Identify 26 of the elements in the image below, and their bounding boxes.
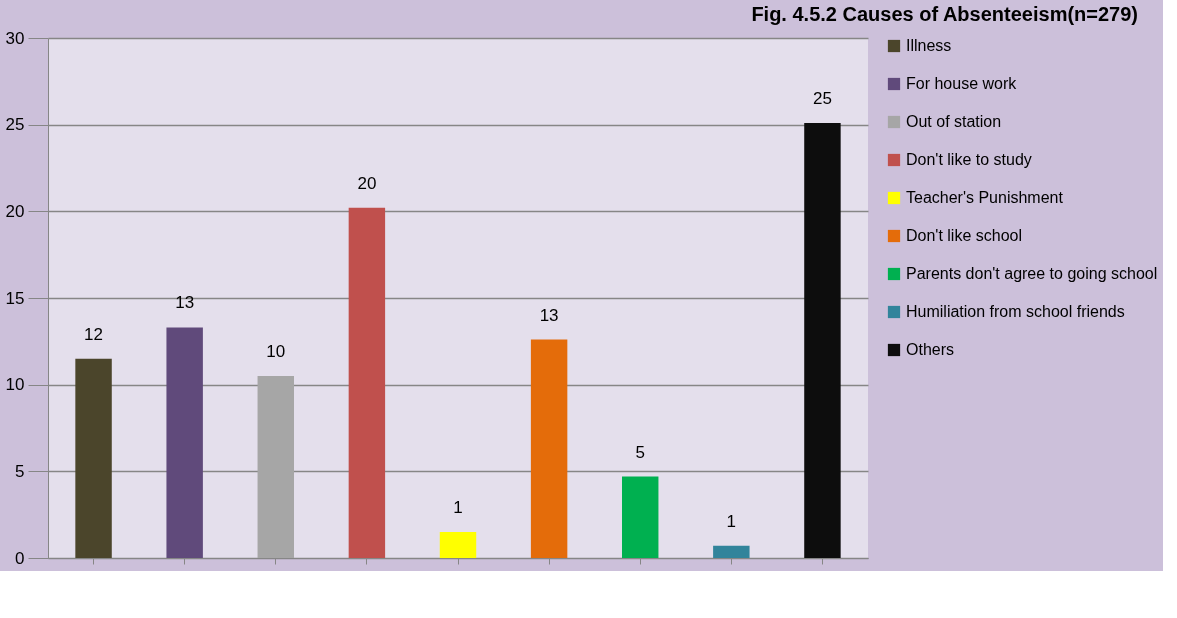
legend-label: Don't like to study: [906, 151, 1032, 168]
data-label: 1: [453, 498, 463, 517]
data-label: 13: [175, 293, 195, 313]
legend-label: Illness: [906, 37, 952, 54]
data-label: 13: [539, 305, 559, 325]
legend-label: Humiliation from school friends: [906, 303, 1125, 320]
y-tick-label: 20: [5, 201, 25, 221]
data-label: 20: [357, 173, 377, 193]
legend-label: Out of station: [906, 113, 1002, 130]
data-label: 12: [84, 324, 104, 344]
legend-label: Don't like school: [906, 227, 1022, 244]
y-tick-label: 30: [5, 28, 25, 48]
legend-label: For house work: [906, 75, 1018, 92]
data-label: 1: [726, 511, 737, 531]
data-label: 10: [266, 342, 286, 361]
text: Fig. 4.5.2 Causes of Absenteeism(n=279): [751, 3, 1138, 25]
y-tick-label: 0: [15, 548, 25, 568]
y-tick-label: 25: [5, 115, 25, 135]
legend-label: Others: [906, 341, 955, 358]
y-tick-label: 10: [5, 375, 25, 395]
y-tick-label: 15: [5, 288, 25, 308]
legend-label: Teacher's Punishment: [906, 189, 1064, 206]
y-tick-label: 5: [15, 461, 25, 481]
data-label: 5: [635, 442, 645, 462]
data-label: 25: [812, 88, 832, 108]
legend-label: Parents don't agree to going school: [906, 265, 1158, 282]
